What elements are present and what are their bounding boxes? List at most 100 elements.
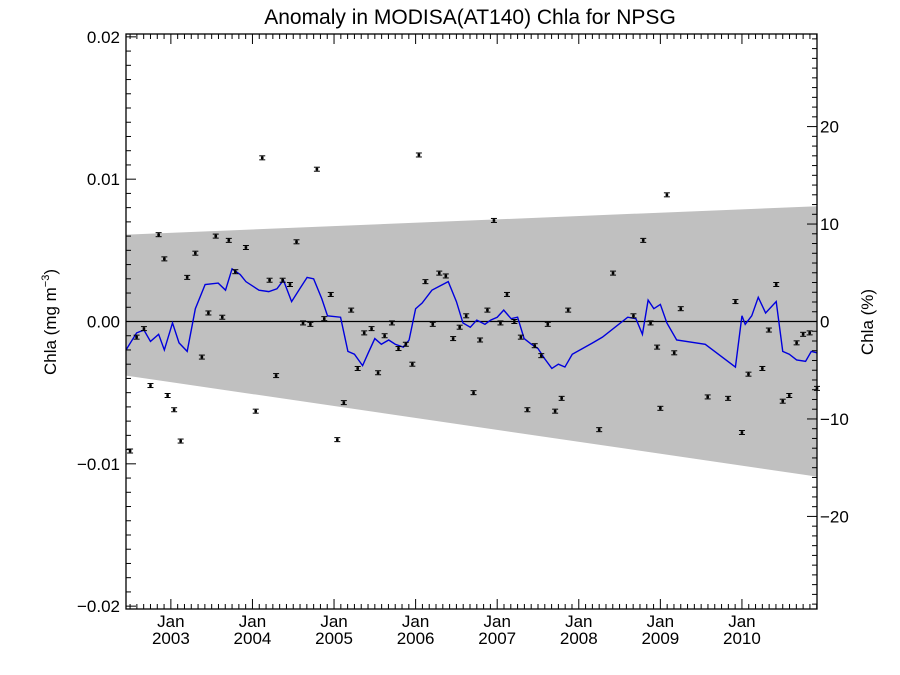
anomaly-point [663,192,670,198]
anomaly-point [415,152,422,158]
anomaly-point [773,281,780,287]
y-tick-label-right: −10 [820,410,849,429]
anomaly-point [147,383,154,389]
y-tick-label-left: 0.02 [87,28,120,47]
anomaly-point [544,321,551,327]
anomaly-point [286,281,293,287]
anomaly-point [368,326,375,332]
anomaly-points [127,152,820,454]
anomaly-point [161,256,168,262]
anomaly-point [470,390,477,396]
anomaly-point [456,324,463,330]
anomaly-point [340,400,347,406]
anomaly-point [184,274,191,280]
x-tick-label-year: 2004 [234,629,272,648]
anomaly-point [327,291,334,297]
anomaly-point [725,395,732,401]
x-tick-label-year: 2006 [397,629,435,648]
anomaly-point [155,232,162,238]
anomaly-point [745,371,752,377]
anomaly-point [671,350,678,356]
x-axis: Jan2003Jan2004Jan2005Jan2006Jan2007Jan20… [129,34,818,648]
anomaly-point [348,307,355,313]
anomaly-point [786,393,793,399]
anomaly-point [164,393,171,399]
anomaly-point [630,313,637,319]
anomaly-point [552,408,559,414]
anomaly-point [463,313,470,319]
anomaly-point [677,306,684,312]
x-tick-label-month: Jan [320,612,347,631]
x-tick-label-year: 2005 [315,629,353,648]
anomaly-point [133,334,140,340]
y-tick-label-left: −0.02 [77,597,120,616]
x-tick-label-month: Jan [157,612,184,631]
chart-title: Anomaly in MODISA(AT140) Chla for NPSG [264,6,676,29]
y-tick-label-right: 20 [820,118,839,137]
anomaly-point [300,320,307,326]
anomaly-point [354,365,361,371]
anomaly-point [640,237,647,243]
x-tick-label-month: Jan [565,612,592,631]
y-axis-left-title: Chla (mg m−3) [40,269,60,375]
anomaly-point [765,327,772,333]
plot-area [125,33,820,610]
x-tick-label-month: Jan [728,612,755,631]
anomaly-point [497,320,504,326]
anomaly-point [538,353,545,359]
anomaly-point [259,155,266,161]
anomaly-point [225,237,232,243]
anomaly-point [524,407,531,413]
anomaly-point [779,398,786,404]
anomaly-point [759,365,766,371]
y-tick-label-left: 0.00 [87,313,120,332]
anomaly-point [334,437,341,443]
y-tick-label-right: 10 [820,215,839,234]
anomaly-point [610,270,617,276]
anomaly-point [293,239,300,245]
anomaly-point [205,310,212,316]
anomaly-point [232,269,239,275]
anomaly-point [484,307,491,313]
anomaly-point [198,354,205,360]
anomaly-point [503,291,510,297]
anomaly-point [313,166,320,172]
anomaly-point [409,361,416,367]
anomaly-point [266,277,273,283]
y-tick-label-right: −20 [820,507,849,526]
anomaly-point [381,333,388,339]
anomaly-point [361,330,368,336]
x-tick-label-year: 2010 [723,629,761,648]
anomaly-point [596,427,603,433]
anomaly-point [171,407,178,413]
y-tick-label-left: 0.01 [87,170,120,189]
anomaly-point [793,340,800,346]
anomaly-point [657,405,664,411]
anomaly-point [511,319,518,324]
anomaly-point [273,373,280,379]
anomaly-point [806,330,813,336]
uncertainty-band [126,206,817,477]
anomaly-point [429,321,436,327]
anomaly-point [477,337,484,343]
x-tick-label-month: Jan [483,612,510,631]
x-tick-label-year: 2003 [152,629,190,648]
anomaly-point [565,307,572,313]
anomaly-point [242,244,249,250]
anomaly-point [490,217,497,223]
y-axis-right: 20 10 0 −10 −20 [807,38,849,605]
y-axis-right-title: Chla (%) [858,289,877,355]
anomaly-point [704,394,711,400]
anomaly-point [279,277,286,283]
anomaly-point [388,320,395,326]
anomaly-point [436,270,443,276]
x-tick-label-month: Jan [402,612,429,631]
anomaly-point [517,334,524,340]
smoothed-anomaly-line [125,267,818,370]
y-tick-label-right: 0 [820,313,829,332]
anomaly-point [450,336,457,342]
anomaly-point [395,346,402,352]
anomaly-point [422,279,429,285]
x-tick-label-year: 2008 [560,629,598,648]
